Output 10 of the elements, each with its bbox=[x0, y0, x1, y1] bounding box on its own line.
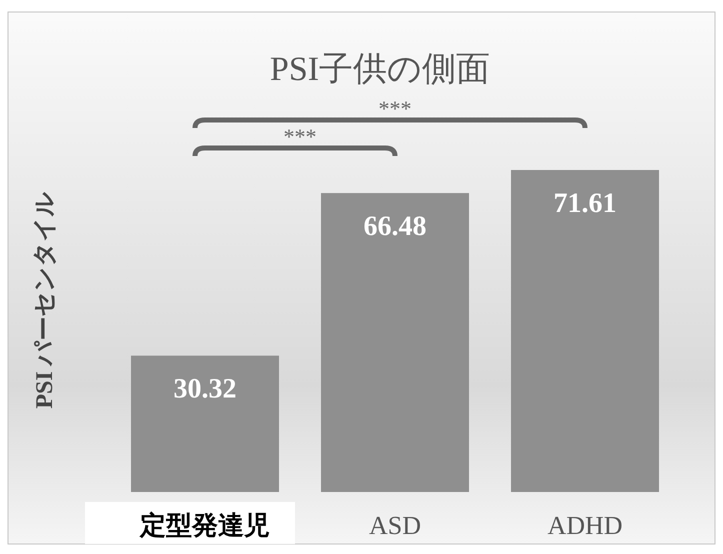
x-tick-label: 定型発達児 bbox=[139, 511, 270, 541]
y-axis-title: PSI パーセンタイル bbox=[32, 191, 58, 409]
text: *** bbox=[284, 124, 316, 149]
data-label: 66.48 bbox=[364, 211, 426, 242]
text: *** bbox=[378, 96, 412, 121]
chart-title: PSI子供の側面 bbox=[270, 51, 490, 88]
data-label: 71.61 bbox=[554, 188, 616, 219]
x-tick-label: ADHD bbox=[547, 511, 623, 540]
x-tick-label: ASD bbox=[368, 511, 422, 540]
data-label: 30.32 bbox=[174, 374, 236, 405]
